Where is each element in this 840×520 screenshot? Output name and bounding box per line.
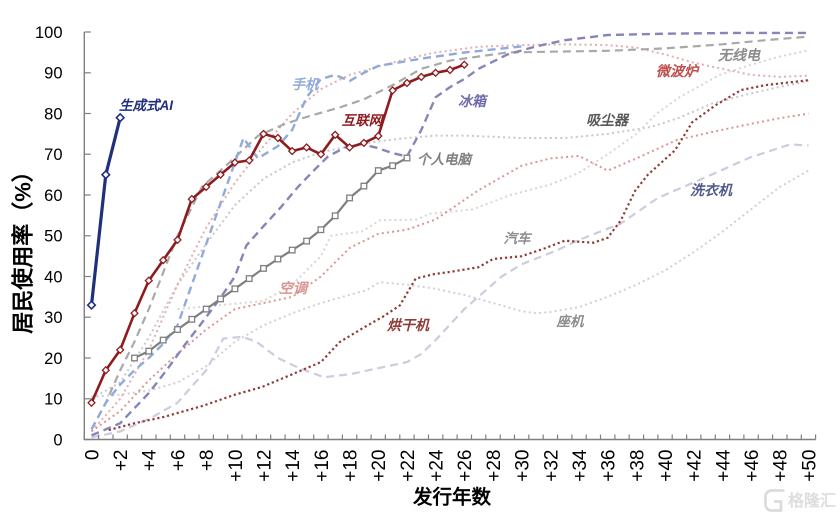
svg-text:+42: +42: [685, 450, 706, 482]
svg-text:+46: +46: [742, 450, 763, 482]
svg-text:+14: +14: [283, 449, 304, 482]
svg-text:+26: +26: [455, 450, 476, 482]
svg-text:0: 0: [82, 450, 103, 461]
svg-text:+50: +50: [799, 450, 820, 482]
svg-text:格隆汇: 格隆汇: [788, 491, 836, 510]
svg-text:冰箱: 冰箱: [458, 93, 489, 109]
svg-text:+20: +20: [369, 450, 390, 482]
svg-text:生成式AI: 生成式AI: [119, 98, 173, 113]
svg-text:+48: +48: [771, 450, 792, 482]
svg-text:+4: +4: [140, 449, 161, 471]
svg-text:+22: +22: [398, 450, 419, 482]
svg-text:空调: 空调: [279, 280, 310, 296]
svg-text:+36: +36: [599, 450, 620, 482]
svg-text:50: 50: [44, 228, 62, 246]
svg-text:互联网: 互联网: [342, 113, 385, 128]
svg-text:+18: +18: [341, 450, 362, 482]
svg-text:+10: +10: [226, 450, 247, 482]
svg-text:+16: +16: [312, 450, 333, 482]
svg-text:烘干机: 烘干机: [387, 317, 430, 333]
svg-text:个人电脑: 个人电脑: [417, 152, 473, 167]
svg-text:100: 100: [35, 24, 63, 42]
svg-text:微波炉: 微波炉: [656, 63, 700, 79]
svg-text:手机: 手机: [292, 77, 320, 92]
svg-text:+30: +30: [513, 450, 534, 482]
svg-text:居民使用率（%）: 居民使用率（%）: [10, 160, 35, 334]
svg-text:吸尘器: 吸尘器: [586, 112, 630, 128]
svg-text:+2: +2: [111, 450, 132, 472]
svg-text:+40: +40: [656, 450, 677, 482]
svg-text:30: 30: [44, 309, 62, 327]
svg-text:80: 80: [44, 105, 62, 123]
svg-text:+44: +44: [713, 449, 734, 482]
svg-text:60: 60: [44, 187, 62, 205]
svg-text:汽车: 汽车: [504, 231, 534, 246]
svg-text:0: 0: [53, 431, 62, 449]
svg-text:10: 10: [44, 391, 62, 409]
svg-text:+24: +24: [427, 449, 448, 482]
svg-text:无线电: 无线电: [717, 47, 761, 63]
svg-text:+34: +34: [570, 449, 591, 482]
svg-text:座机: 座机: [556, 314, 586, 329]
svg-text:洗衣机: 洗衣机: [690, 182, 733, 198]
svg-text:+8: +8: [197, 450, 218, 472]
svg-text:20: 20: [44, 350, 62, 368]
svg-text:+6: +6: [168, 450, 189, 472]
svg-text:+12: +12: [254, 450, 275, 482]
svg-text:90: 90: [44, 65, 62, 83]
svg-text:发行年数: 发行年数: [412, 486, 492, 509]
svg-text:70: 70: [44, 146, 62, 164]
svg-text:40: 40: [44, 268, 62, 286]
svg-text:+28: +28: [484, 450, 505, 482]
svg-text:+38: +38: [627, 450, 648, 482]
svg-text:+32: +32: [541, 450, 562, 482]
